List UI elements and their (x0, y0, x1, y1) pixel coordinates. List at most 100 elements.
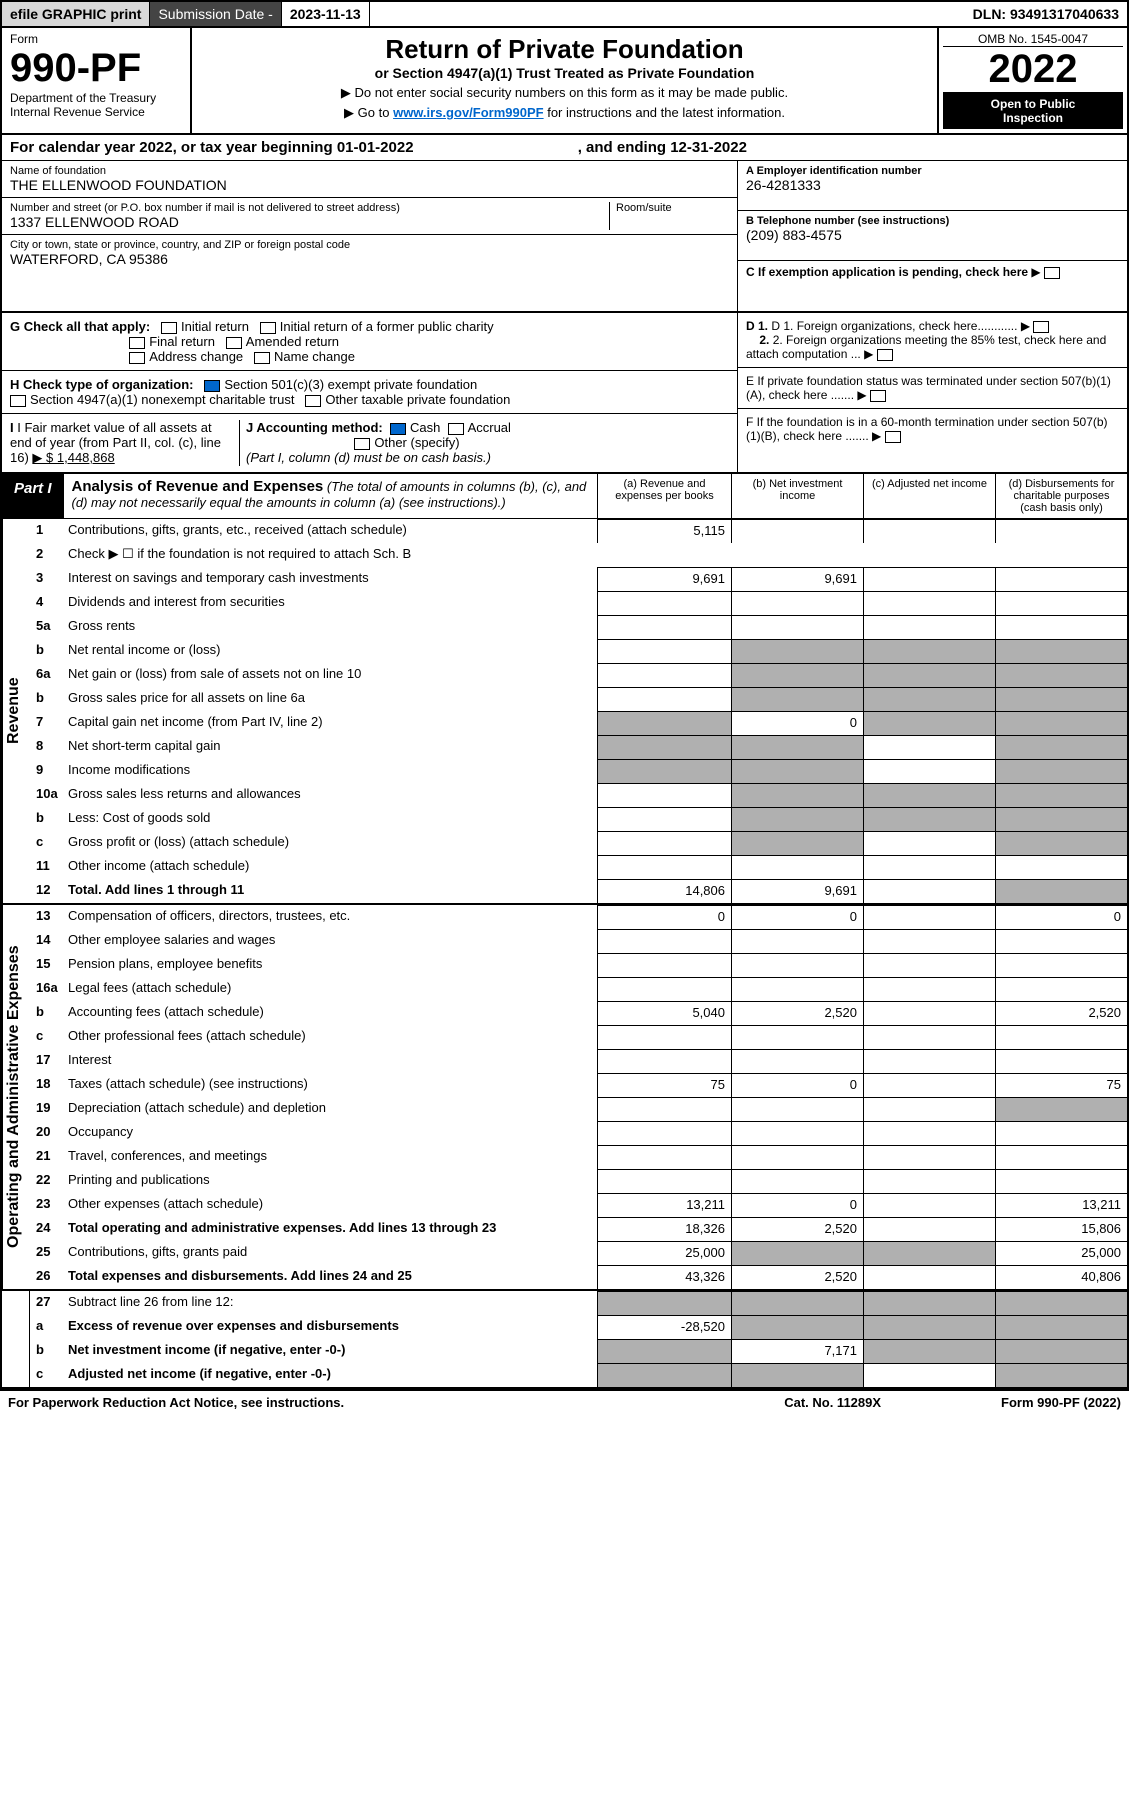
cell-a (597, 929, 731, 953)
cell-b (731, 1145, 863, 1169)
line-4: 4Dividends and interest from securities (30, 591, 1127, 615)
g-o2: Initial return of a former public charit… (280, 319, 494, 334)
part1-label: Part I (2, 474, 64, 518)
cell-d (995, 519, 1127, 543)
cell-b (731, 519, 863, 543)
cell-d (995, 1121, 1127, 1145)
cell-c (863, 1073, 995, 1097)
line-cells: 000 (597, 905, 1127, 929)
g-former-checkbox[interactable] (260, 322, 276, 334)
h-other-checkbox[interactable] (305, 395, 321, 407)
cell-b (731, 663, 863, 687)
tel-value: (209) 883-4575 (746, 227, 1119, 243)
line-number: 26 (30, 1265, 64, 1289)
e-checkbox[interactable] (870, 390, 886, 402)
submission-date-value: 2023-11-13 (282, 2, 370, 26)
line-19: 19Depreciation (attach schedule) and dep… (30, 1097, 1127, 1121)
cell-a: 13,211 (597, 1193, 731, 1217)
g-final-checkbox[interactable] (129, 337, 145, 349)
cell-a (597, 591, 731, 615)
arrow-icon: ▶ (1031, 265, 1040, 279)
line-desc: Occupancy (64, 1121, 597, 1145)
line-number: c (30, 1363, 64, 1387)
g-label: G Check all that apply: (10, 319, 150, 334)
cell-b (731, 831, 863, 855)
cell-b: 9,691 (731, 879, 863, 903)
line-number: 2 (30, 543, 64, 567)
line-desc: Interest (64, 1049, 597, 1073)
g-initial-checkbox[interactable] (161, 322, 177, 334)
form-990pf: efile GRAPHIC print Submission Date - 20… (0, 0, 1129, 1391)
c-checkbox[interactable] (1044, 267, 1060, 279)
d1-checkbox[interactable] (1033, 321, 1049, 333)
f-text: F If the foundation is in a 60-month ter… (746, 415, 1108, 443)
cell-d (995, 1097, 1127, 1121)
j-cash-checkbox[interactable] (390, 423, 406, 435)
cell-c (863, 615, 995, 639)
j-other-checkbox[interactable] (354, 438, 370, 450)
cell-a: -28,520 (597, 1315, 731, 1339)
c-row: C If exemption application is pending, c… (738, 261, 1127, 311)
ein-label: A Employer identification number (746, 165, 1119, 177)
line-number: 27 (30, 1291, 64, 1315)
cell-d (995, 735, 1127, 759)
cell-d (995, 977, 1127, 1001)
d2-checkbox[interactable] (877, 349, 893, 361)
line-number: 18 (30, 1073, 64, 1097)
cell-b (731, 1049, 863, 1073)
cell-d (995, 1025, 1127, 1049)
cell-b (731, 1097, 863, 1121)
cell-a (597, 855, 731, 879)
footer-right: Form 990-PF (2022) (1001, 1395, 1121, 1410)
line-cells: 14,8069,691 (597, 879, 1127, 903)
line-18: 18Taxes (attach schedule) (see instructi… (30, 1073, 1127, 1097)
line-desc: Other employee salaries and wages (64, 929, 597, 953)
cell-c (863, 1121, 995, 1145)
f-checkbox[interactable] (885, 431, 901, 443)
h-4947-checkbox[interactable] (10, 395, 26, 407)
line-cells (597, 977, 1127, 1001)
entity-left: Name of foundation THE ELLENWOOD FOUNDAT… (2, 161, 737, 311)
g-address-checkbox[interactable] (129, 352, 145, 364)
address-row: Number and street (or P.O. box number if… (2, 198, 737, 235)
h-label: H Check type of organization: (10, 377, 193, 392)
g-name-checkbox[interactable] (254, 352, 270, 364)
line-b: bLess: Cost of goods sold (30, 807, 1127, 831)
omb-number: OMB No. 1545-0047 (943, 32, 1123, 46)
revenue-side-label: Revenue (2, 519, 30, 903)
line-cells (597, 1097, 1127, 1121)
cell-d (995, 759, 1127, 783)
line-15: 15Pension plans, employee benefits (30, 953, 1127, 977)
cell-d (995, 1291, 1127, 1315)
g-amended-checkbox[interactable] (226, 337, 242, 349)
irs-link[interactable]: www.irs.gov/Form990PF (393, 105, 544, 120)
line-desc: Accounting fees (attach schedule) (64, 1001, 597, 1025)
cell-b (731, 1241, 863, 1265)
line-desc: Subtract line 26 from line 12: (64, 1291, 597, 1315)
cell-a: 18,326 (597, 1217, 731, 1241)
cell-b (731, 783, 863, 807)
cell-b (731, 639, 863, 663)
line-desc: Check ▶ ☐ if the foundation is not requi… (64, 543, 1127, 567)
cell-c (863, 879, 995, 903)
cell-d: 0 (995, 905, 1127, 929)
cell-b (731, 1025, 863, 1049)
cell-a (597, 1025, 731, 1049)
cell-a: 0 (597, 905, 731, 929)
g-o3: Final return (149, 334, 215, 349)
line-number: b (30, 1339, 64, 1363)
line-cells: 43,3262,52040,806 (597, 1265, 1127, 1289)
expenses-rows: 13Compensation of officers, directors, t… (30, 905, 1127, 1289)
line-b: bNet investment income (if negative, ent… (30, 1339, 1127, 1363)
efile-print-button[interactable]: efile GRAPHIC print (2, 2, 150, 26)
line-cells: -28,520 (597, 1315, 1127, 1339)
tel-label: B Telephone number (see instructions) (746, 215, 1119, 227)
j-accrual-checkbox[interactable] (448, 423, 464, 435)
form-header: Form 990-PF Department of the Treasury I… (2, 28, 1127, 135)
cell-d (995, 831, 1127, 855)
column-headers: (a) Revenue and expenses per books (b) N… (597, 474, 1127, 518)
line-cells (597, 1121, 1127, 1145)
i-value: ▶ $ 1,448,868 (32, 450, 114, 465)
cell-d (995, 1169, 1127, 1193)
h-501c3-checkbox[interactable] (204, 380, 220, 392)
